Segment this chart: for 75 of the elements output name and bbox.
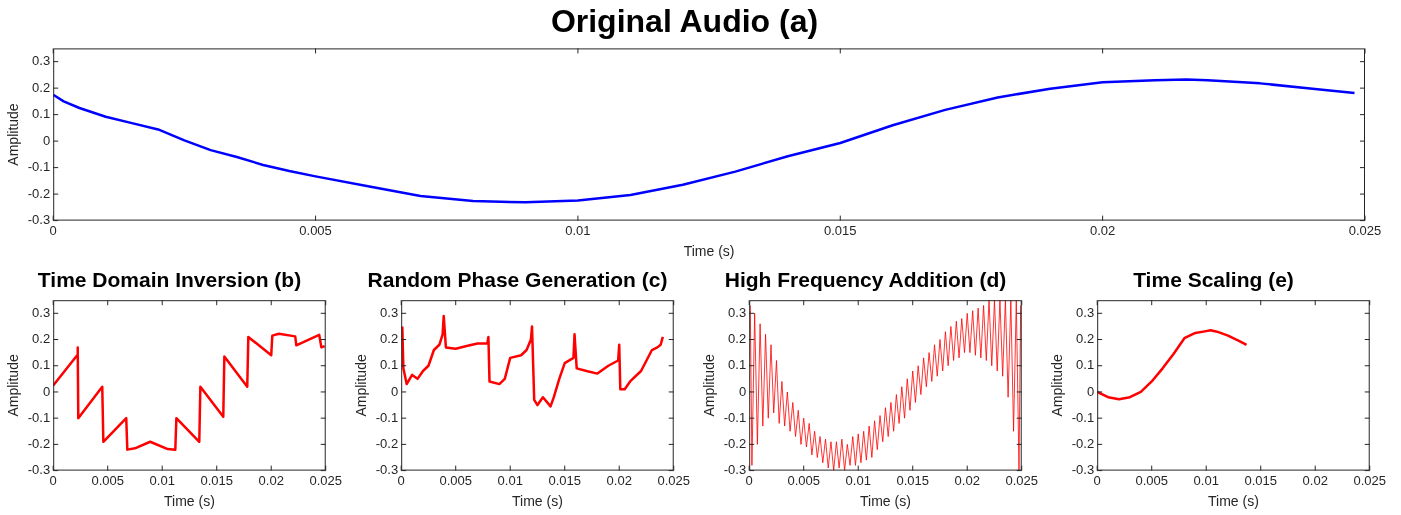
chart-title: Time Scaling (e) xyxy=(1133,268,1294,292)
chart-title: High Frequency Addition (d) xyxy=(724,268,1007,292)
y-tick-label: 0 xyxy=(390,383,399,399)
y-tick-label: 0.1 xyxy=(32,106,51,122)
x-tick-label: 0.01 xyxy=(149,472,175,488)
y-axis-title: Amplitude xyxy=(5,103,22,166)
y-tick-label: -0.3 xyxy=(723,462,747,478)
x-axis-title: Time (s) xyxy=(683,243,735,260)
y-tick-label: -0.3 xyxy=(1071,462,1095,478)
y-tick-label: -0.3 xyxy=(27,212,51,228)
y-tick-label: -0.3 xyxy=(375,462,399,478)
x-tick-label: 0.01 xyxy=(845,472,871,488)
x-axis-title: Time (s) xyxy=(512,493,563,510)
chart-title: Original Audio (a) xyxy=(550,3,819,40)
y-tick-label: 0.2 xyxy=(32,331,51,347)
y-axis-title: Amplitude xyxy=(5,354,22,417)
y-tick-label: -0.2 xyxy=(27,435,51,451)
y-tick-label: 0.3 xyxy=(32,53,51,69)
x-axis-title: Time (s) xyxy=(1208,493,1259,510)
y-tick-label: -0.2 xyxy=(1071,435,1095,451)
y-tick-label: -0.1 xyxy=(27,409,51,425)
y-tick-label: 0 xyxy=(1086,383,1095,399)
x-axis-title: Time (s) xyxy=(164,493,215,510)
y-tick-label: -0.3 xyxy=(27,462,51,478)
y-tick-label: 0 xyxy=(738,383,747,399)
y-tick-label: -0.1 xyxy=(27,159,51,175)
y-tick-label: 0 xyxy=(42,132,51,148)
y-axis-title: Amplitude xyxy=(1049,354,1066,417)
y-axis-title: Amplitude xyxy=(353,354,370,417)
x-tick-label: 0.015 xyxy=(548,472,581,488)
y-tick-label: 0.1 xyxy=(728,357,747,373)
y-tick-label: 0 xyxy=(42,383,51,399)
y-tick-label: 0.3 xyxy=(728,304,747,320)
y-tick-label: 0.2 xyxy=(32,79,51,95)
y-tick-label: 0.1 xyxy=(1076,357,1095,373)
x-tick-label: 0.025 xyxy=(309,472,343,488)
x-tick-label: 0.005 xyxy=(787,472,820,488)
y-tick-label: -0.1 xyxy=(375,409,399,425)
y-tick-label: -0.2 xyxy=(375,435,399,451)
y-tick-label: 0.3 xyxy=(32,304,51,320)
x-tick-label: 0.005 xyxy=(439,472,472,488)
y-tick-label: 0.3 xyxy=(380,304,399,320)
y-tick-label: 0.2 xyxy=(728,331,747,347)
x-axis-title: Time (s) xyxy=(860,493,911,510)
x-tick-label: 0.005 xyxy=(91,472,124,488)
x-tick-label: 0.025 xyxy=(657,472,691,488)
y-tick-label: -0.1 xyxy=(1071,409,1095,425)
x-tick-label: 0.02 xyxy=(606,472,632,488)
y-tick-label: -0.1 xyxy=(723,409,747,425)
x-tick-label: 0.01 xyxy=(1193,472,1219,488)
y-tick-label: -0.2 xyxy=(27,185,51,201)
chart-title: Random Phase Generation (c) xyxy=(367,268,668,292)
x-tick-label: 0.02 xyxy=(954,472,980,488)
x-tick-label: 0.015 xyxy=(200,472,233,488)
x-tick-label: 0.01 xyxy=(565,222,591,238)
y-tick-label: 0.1 xyxy=(32,357,51,373)
y-tick-label: 0.1 xyxy=(380,357,399,373)
x-tick-label: 0.005 xyxy=(299,222,332,238)
x-tick-label: 0.01 xyxy=(497,472,523,488)
x-tick-label: 0.02 xyxy=(1089,222,1116,238)
x-tick-label: 0.02 xyxy=(258,472,284,488)
y-tick-label: 0.2 xyxy=(1076,331,1095,347)
y-tick-label: 0.2 xyxy=(380,331,399,347)
x-tick-label: 0.025 xyxy=(1348,222,1382,238)
chart-title: Time Domain Inversion (b) xyxy=(37,268,302,292)
x-tick-label: 0.015 xyxy=(896,472,929,488)
y-axis-title: Amplitude xyxy=(701,354,718,417)
x-tick-label: 0.025 xyxy=(1353,472,1387,488)
x-tick-label: 0.025 xyxy=(1005,472,1039,488)
x-tick-label: 0.015 xyxy=(824,222,857,238)
x-tick-label: 0.015 xyxy=(1244,472,1277,488)
y-tick-label: 0.3 xyxy=(1076,304,1095,320)
x-tick-label: 0.005 xyxy=(1135,472,1168,488)
y-tick-label: -0.2 xyxy=(723,435,747,451)
x-tick-label: 0.02 xyxy=(1302,472,1328,488)
